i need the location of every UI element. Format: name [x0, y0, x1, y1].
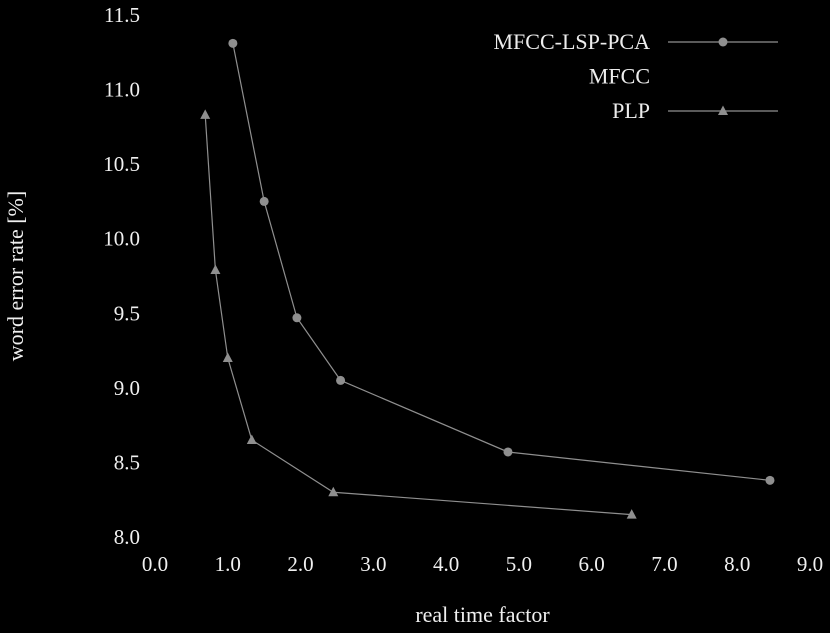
triangle-marker [718, 105, 728, 115]
x-tick-label: 0.0 [142, 552, 168, 576]
circle-marker [718, 37, 728, 47]
x-axis-label: real time factor [415, 602, 550, 627]
circle-marker [503, 447, 513, 457]
triangle-marker [210, 264, 221, 275]
circle-marker [336, 375, 346, 385]
x-tick-label: 3.0 [360, 552, 386, 576]
circle-marker [292, 313, 302, 323]
x-tick-label: 5.0 [506, 552, 532, 576]
legend-label-mfcc: MFCC [589, 64, 650, 89]
circle-marker [259, 196, 269, 206]
y-axis-label: word error rate [%] [3, 190, 28, 362]
y-tick-label: 8.0 [114, 525, 140, 549]
x-tick-label: 6.0 [579, 552, 605, 576]
triangle-marker [328, 486, 339, 497]
y-tick-label: 10.0 [103, 227, 140, 251]
circle-marker [765, 475, 775, 485]
y-tick-label: 9.5 [114, 301, 140, 325]
x-tick-label: 1.0 [215, 552, 241, 576]
x-tick-label: 9.0 [797, 552, 823, 576]
triangle-marker [246, 434, 257, 445]
triangle-marker [222, 352, 233, 363]
series-line-mfcc-lsp-pca [232, 43, 771, 481]
series-line-plp [204, 114, 632, 516]
circle-marker [228, 38, 238, 48]
x-tick-label: 7.0 [651, 552, 677, 576]
x-tick-label: 4.0 [433, 552, 459, 576]
triangle-marker [626, 509, 637, 519]
triangle-marker [200, 109, 211, 119]
x-tick-label: 2.0 [287, 552, 313, 576]
y-tick-label: 10.5 [103, 152, 140, 176]
y-tick-label: 8.5 [114, 450, 140, 474]
y-tick-label: 9.0 [114, 376, 140, 400]
x-tick-label: 8.0 [724, 552, 750, 576]
y-tick-label: 11.0 [104, 78, 140, 102]
legend-label-plp: PLP [612, 98, 650, 123]
legend-label-mfcc-lsp-pca: MFCC-LSP-PCA [493, 29, 650, 54]
y-tick-label: 11.5 [104, 3, 140, 27]
